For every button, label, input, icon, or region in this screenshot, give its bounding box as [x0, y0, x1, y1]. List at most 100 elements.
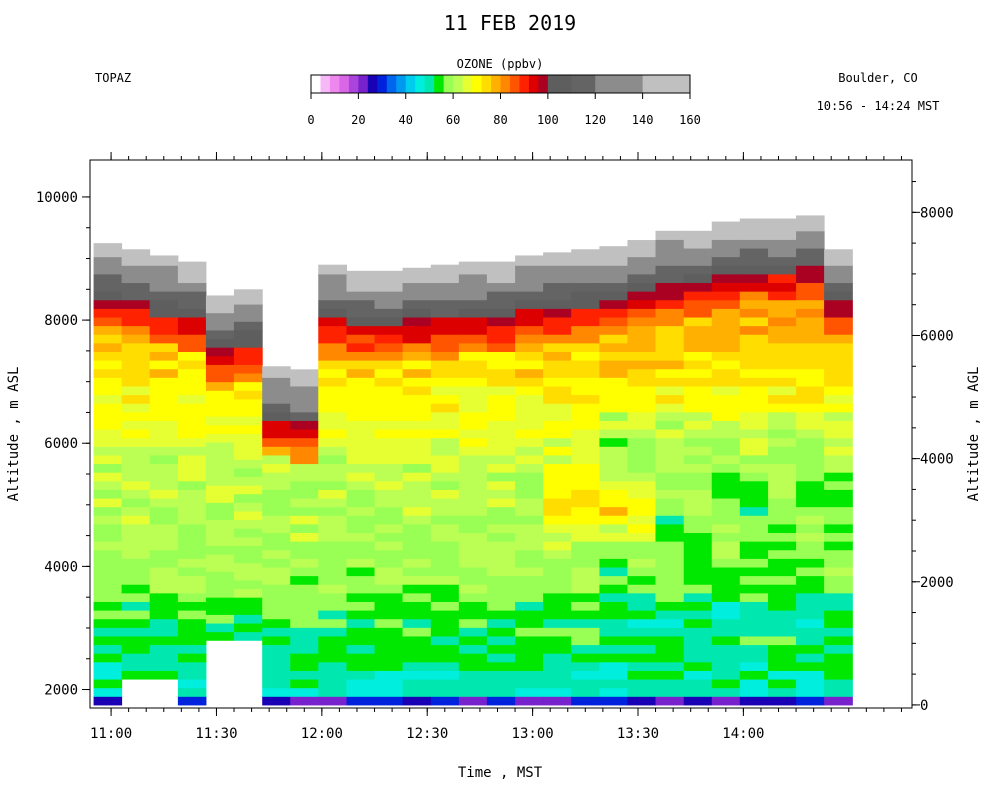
ozone-cell — [402, 325, 432, 335]
ozone-cell — [486, 377, 516, 387]
ozone-cell — [543, 446, 572, 456]
ozone-cell — [233, 519, 263, 529]
ozone-cell — [627, 291, 656, 301]
ozone-cell — [458, 403, 488, 413]
ozone-cell — [655, 610, 685, 620]
ozone-cell — [683, 627, 713, 637]
ozone-cell — [458, 679, 488, 689]
ozone-cell — [458, 592, 488, 602]
ozone-cell — [515, 480, 544, 490]
ozone-cell — [149, 644, 179, 654]
ozone-cell — [486, 653, 516, 663]
ozone-cell — [739, 558, 769, 568]
ozone-cell — [739, 472, 769, 482]
ozone-cell — [318, 472, 348, 482]
ozone-cell — [627, 566, 656, 577]
ozone-cell — [93, 299, 123, 309]
ozone-cell — [571, 566, 600, 577]
ozone-cell — [739, 498, 769, 508]
ozone-cell — [402, 385, 432, 396]
ozone-cell — [768, 670, 797, 680]
ozone-cell — [711, 670, 741, 680]
ozone-cell — [430, 385, 460, 396]
ozone-cell — [711, 360, 741, 370]
ozone-cell — [768, 463, 797, 473]
ozone-cell — [93, 584, 123, 594]
ozone-cell — [824, 420, 853, 430]
ozone-cell — [768, 480, 797, 490]
ozone-cell — [711, 222, 741, 232]
ozone-cell — [768, 661, 797, 671]
ozone-cell — [290, 644, 319, 654]
ozone-cell — [627, 610, 656, 620]
profile-column — [93, 243, 123, 706]
ozone-cell — [430, 446, 460, 456]
ozone-cell — [149, 670, 179, 680]
ozone-cell — [121, 334, 151, 344]
ozone-cell — [683, 661, 713, 671]
ozone-cell — [571, 696, 600, 706]
ozone-cell — [655, 446, 685, 456]
colorbar-ticks: 0 20 40 60 80 100 120 140 160 — [307, 93, 701, 127]
ozone-cell — [177, 437, 207, 447]
ozone-cell — [655, 411, 685, 421]
colorbar-swatch-0 — [311, 75, 321, 93]
ozone-cell — [627, 385, 656, 396]
ozone-cell — [402, 273, 432, 284]
profile-column — [290, 369, 319, 706]
ozone-cell — [543, 592, 572, 602]
ozone-cell — [262, 498, 291, 508]
ozone-cell — [346, 273, 376, 284]
profile-column — [177, 261, 207, 706]
ozone-cell — [430, 282, 460, 292]
ozone-cell — [655, 644, 685, 654]
ozone-cell — [599, 437, 628, 447]
ozone-cell — [571, 273, 600, 284]
ozone-cell — [121, 377, 151, 387]
ozone-cell — [318, 541, 348, 551]
ozone-cell — [346, 696, 376, 706]
ozone-cell — [655, 239, 685, 249]
ozone-cell — [177, 489, 207, 499]
ozone-cell — [430, 498, 460, 508]
ozone-cell — [627, 653, 656, 663]
x-tick-label: 13:30 — [617, 726, 659, 742]
ozone-cell — [796, 411, 825, 421]
ozone-cell — [768, 601, 797, 611]
ozone-cell — [796, 463, 825, 473]
ozone-cell — [655, 334, 685, 344]
ozone-cell — [824, 670, 853, 680]
ozone-cell — [458, 601, 488, 611]
ozone-cell — [824, 627, 853, 637]
ozone-cell — [824, 558, 853, 568]
ozone-cell — [739, 265, 769, 275]
profile-column — [683, 230, 713, 706]
ozone-cell — [205, 510, 235, 521]
ozone-cell — [655, 437, 685, 447]
ozone-cell — [374, 653, 404, 663]
ozone-cell — [233, 528, 263, 538]
ozone-cell — [430, 610, 460, 620]
ozone-cell — [796, 635, 825, 646]
ozone-cell — [711, 299, 741, 309]
ozone-cell — [346, 515, 376, 525]
ozone-cell — [458, 351, 488, 361]
colorbar-tick-label: 0 — [307, 113, 314, 127]
ozone-cell — [121, 368, 151, 378]
ozone-cell — [599, 679, 628, 689]
ozone-cell — [290, 618, 319, 628]
ozone-cell — [93, 420, 123, 430]
ozone-cell — [824, 429, 853, 439]
ozone-cell — [599, 377, 628, 387]
ozone-cell — [93, 575, 123, 585]
ozone-cell — [627, 489, 656, 499]
ozone-cell — [374, 679, 404, 689]
ozone-cell — [768, 377, 797, 387]
ozone-cell — [627, 679, 656, 689]
ozone-cell — [571, 291, 600, 301]
ozone-cell — [824, 687, 853, 697]
ozone-cell — [346, 549, 376, 559]
ozone-cell — [430, 541, 460, 551]
ozone-cell — [796, 239, 825, 249]
ozone-cell — [486, 506, 516, 516]
